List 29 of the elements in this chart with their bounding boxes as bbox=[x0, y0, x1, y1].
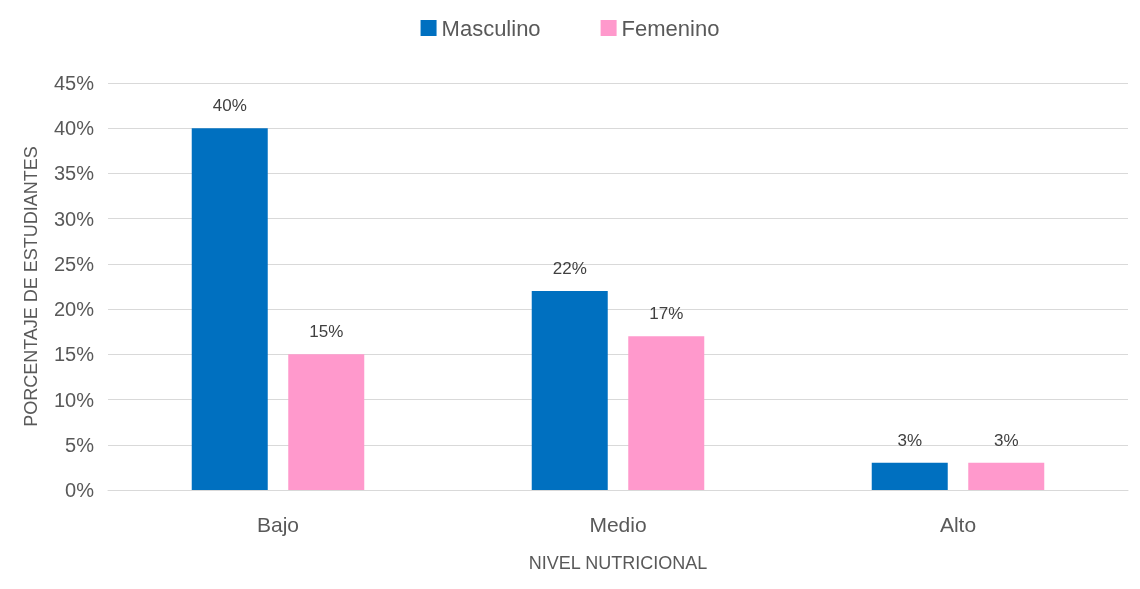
bar bbox=[288, 354, 365, 490]
x-tick-label: Bajo bbox=[256, 513, 300, 536]
x-axis-title: NIVEL NUTRICIONAL bbox=[528, 553, 708, 573]
x-tick-label: Alto bbox=[939, 513, 977, 536]
legend-label: Masculino bbox=[441, 15, 541, 41]
bar bbox=[871, 462, 948, 490]
legend-label: Femenino bbox=[621, 15, 720, 41]
y-tick-label: 0% bbox=[65, 479, 95, 501]
y-tick-label: 35% bbox=[53, 162, 95, 185]
bar bbox=[628, 336, 705, 490]
y-axis-title: PORCENTAJE DE ESTUDIANTES bbox=[21, 146, 41, 427]
data-label: 17% bbox=[649, 304, 684, 324]
y-tick-label: 40% bbox=[53, 117, 95, 140]
y-tick-label: 20% bbox=[53, 298, 95, 321]
bar bbox=[531, 291, 608, 490]
data-label: 3% bbox=[993, 430, 1019, 450]
data-label: 15% bbox=[309, 322, 344, 342]
y-tick-label: 25% bbox=[53, 252, 95, 275]
bar bbox=[968, 462, 1045, 490]
y-tick-label: 5% bbox=[65, 433, 95, 456]
y-tick-label: 10% bbox=[53, 388, 95, 411]
data-label: 40% bbox=[212, 96, 247, 116]
y-tick-label: 30% bbox=[53, 207, 95, 230]
y-tick-label: 45% bbox=[53, 72, 95, 94]
x-tick-label: Medio bbox=[589, 513, 647, 536]
data-label: 22% bbox=[552, 259, 587, 279]
y-tick-label: 15% bbox=[53, 343, 95, 366]
bar bbox=[191, 128, 268, 490]
data-label: 3% bbox=[897, 430, 923, 450]
